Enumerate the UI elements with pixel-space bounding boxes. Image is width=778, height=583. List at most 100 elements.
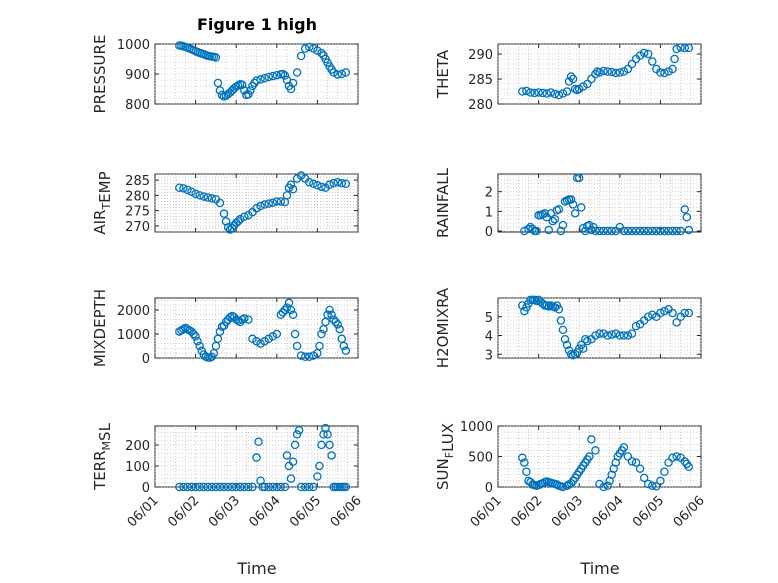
data-point <box>591 69 600 79</box>
data-point <box>672 226 681 236</box>
data-point <box>548 216 558 226</box>
series-air_temp <box>175 171 351 234</box>
data-point <box>195 191 204 200</box>
xtick-label: 06/02 <box>165 493 202 530</box>
data-point <box>676 226 685 236</box>
data-point <box>288 185 298 194</box>
grid-air_temp <box>154 173 359 233</box>
data-point <box>315 461 324 471</box>
data-point <box>648 481 657 491</box>
y-axis-label-h2omixra: H2OMIXRA <box>434 287 452 368</box>
data-point <box>518 87 527 96</box>
data-point <box>522 467 531 476</box>
data-point <box>574 173 584 183</box>
ytick-label: 280 <box>125 189 150 204</box>
data-point <box>639 226 649 236</box>
series-theta <box>518 43 694 100</box>
data-point <box>648 226 657 236</box>
data-point <box>179 184 188 193</box>
xtick-label: 06/05 <box>287 493 324 530</box>
data-point <box>290 440 300 450</box>
data-point <box>627 329 637 338</box>
data-point <box>603 226 612 236</box>
data-point <box>587 435 596 444</box>
data-point <box>591 226 600 236</box>
data-point <box>648 57 657 66</box>
data-point <box>272 482 282 492</box>
xtick-label: 06/04 <box>247 493 284 530</box>
data-point <box>240 314 249 323</box>
data-point <box>639 473 649 483</box>
data-point <box>264 72 273 82</box>
data-point <box>240 212 249 221</box>
data-point <box>643 49 653 59</box>
data-point <box>327 451 336 460</box>
grid-mixdepth <box>154 298 359 359</box>
data-point <box>668 453 677 462</box>
data-point <box>619 331 629 340</box>
data-point <box>643 226 653 236</box>
axes-theta: 280 285 290 THETA <box>434 43 702 113</box>
data-point <box>680 43 690 53</box>
ytick-label: 3 <box>485 348 493 363</box>
data-point <box>315 341 324 351</box>
xtick-label: 06/04 <box>590 493 627 530</box>
axes-terr_msl: 0 100 200 06/01 06/02 06/03 06/04 06/05 06/06 TER… <box>91 422 365 530</box>
data-point <box>280 305 290 315</box>
data-point <box>558 220 568 230</box>
y-axis-label-pressure: PRESSURE <box>91 35 109 114</box>
data-point <box>520 458 529 467</box>
data-point <box>599 482 608 492</box>
axes-sun_flux: 0 500 1000 06/01 06/02 06/03 06/04 06/05 06/06 SU… <box>434 420 708 530</box>
data-point <box>183 482 192 492</box>
data-point <box>294 425 304 435</box>
data-point <box>623 226 633 236</box>
data-point <box>309 482 318 492</box>
data-point <box>682 213 692 222</box>
ytick-label: 200 <box>125 439 150 454</box>
data-point <box>627 226 637 236</box>
ytick-label: 285 <box>468 73 493 88</box>
ytick-label: 1000 <box>117 328 150 343</box>
data-point <box>244 315 253 324</box>
data-point <box>323 310 332 320</box>
data-point <box>566 479 576 488</box>
data-point <box>335 324 344 334</box>
data-point <box>207 482 217 492</box>
data-point <box>292 430 302 439</box>
series-h2omixra <box>518 295 694 360</box>
data-point <box>309 179 318 189</box>
data-point <box>325 180 334 189</box>
data-point <box>591 331 600 340</box>
data-point <box>643 312 653 321</box>
data-point <box>183 185 192 195</box>
data-point <box>599 226 608 236</box>
data-point <box>195 482 204 492</box>
series-sun_flux <box>518 435 694 492</box>
data-point <box>175 482 184 492</box>
data-point <box>300 44 310 53</box>
data-point <box>203 193 213 202</box>
data-point <box>282 191 292 200</box>
data-point <box>256 75 265 84</box>
data-point <box>191 482 200 492</box>
data-point <box>583 79 592 89</box>
data-point <box>292 341 302 351</box>
data-point <box>339 341 349 351</box>
x-axis-label-right: Time <box>579 559 619 578</box>
ytick-label: 4 <box>485 330 493 345</box>
data-point <box>635 464 645 473</box>
data-point <box>260 73 269 83</box>
data-point <box>207 194 217 203</box>
data-point <box>325 440 334 450</box>
data-point <box>544 225 554 235</box>
data-point <box>599 329 608 338</box>
data-point <box>256 201 265 211</box>
data-point <box>660 306 669 316</box>
data-point <box>333 70 342 79</box>
data-point <box>631 458 641 467</box>
data-point <box>522 86 531 96</box>
data-point <box>282 451 292 460</box>
data-point <box>341 482 351 492</box>
xtick-label: 06/05 <box>630 493 667 530</box>
